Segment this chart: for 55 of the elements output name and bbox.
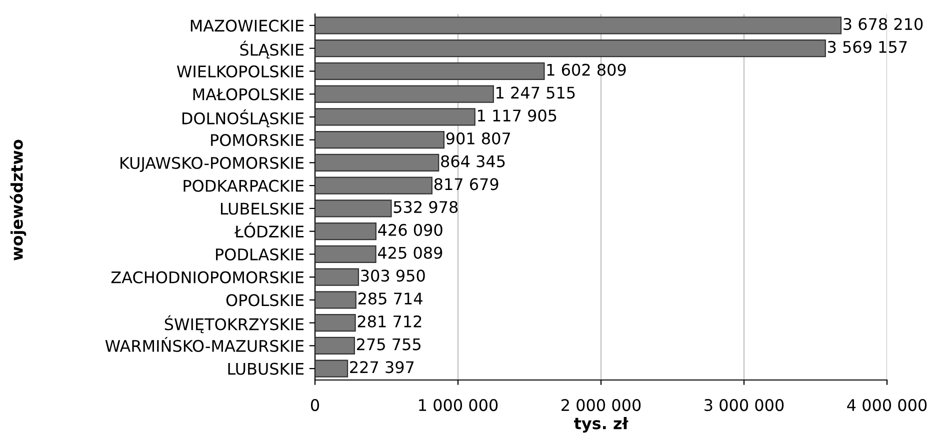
bar [315, 131, 445, 149]
data-label: 1 602 809 [547, 64, 626, 76]
bar [315, 222, 376, 240]
data-label: 3 569 157 [828, 40, 907, 53]
data-label: 426 090 [378, 224, 442, 236]
y-tick-label: ŚLĄSKIE [240, 40, 304, 59]
y-axis-title: województwo [10, 140, 26, 260]
y-tick-label: MAZOWIECKIE [190, 20, 304, 32]
data-label: 1 117 905 [478, 109, 556, 122]
bar [315, 16, 842, 34]
y-tick-label: MAŁOPOLSKIE [193, 88, 304, 100]
bar [315, 291, 356, 309]
bar [315, 176, 432, 194]
y-tick-label: OPOLSKIE [226, 294, 304, 306]
data-label: 285 714 [358, 292, 422, 305]
bar [315, 154, 440, 172]
x-axis-title: tys. zł [574, 416, 629, 433]
y-tick-label: ŁÓDZKIE [234, 222, 304, 238]
bar [315, 314, 356, 332]
data-label: 275 755 [356, 338, 420, 350]
bar [315, 108, 476, 126]
y-tick-label: WARMIŃSKO-MAZURSKIE [105, 336, 304, 352]
y-tick-label: KUJAWSKO-POMORSKIE [120, 156, 304, 172]
bar [315, 200, 392, 218]
data-label: 425 089 [378, 246, 442, 259]
x-tick-label: 2 000 000 [562, 399, 641, 412]
x-tick-label: 3 000 000 [704, 399, 784, 412]
data-label: 3 678 210 [844, 18, 923, 30]
y-tick-label: DOLNOŚLĄSKIE [182, 109, 304, 128]
y-tick-label: ŚWIĘTOKRZYSKIE [164, 315, 304, 334]
y-tick-label: WIELKOPOLSKIE [176, 65, 304, 78]
y-tick-label: POMORSKIE [211, 134, 304, 146]
bar [315, 40, 826, 58]
data-label: 817 679 [434, 178, 498, 190]
data-label: 303 950 [361, 270, 425, 282]
x-tick-label: 1 000 000 [419, 399, 498, 412]
data-label: 532 978 [394, 200, 458, 214]
y-tick-label: PODLASKIE [216, 248, 304, 260]
x-tick-label: 0 [310, 399, 320, 412]
data-label: 281 712 [358, 315, 422, 328]
y-tick-label: LUBELSKIE [220, 202, 304, 215]
y-tick-label: ZACHODNIOPOMORSKIE [111, 271, 304, 284]
y-tick-label: LUBUSKIE [228, 362, 304, 375]
data-label: 1 247 515 [496, 86, 575, 99]
bar [315, 245, 376, 263]
data-label: 227 397 [350, 361, 414, 374]
bar [315, 62, 545, 80]
bar [315, 85, 494, 103]
bar [315, 360, 348, 378]
bar [315, 336, 355, 354]
x-tick-label: 4 000 000 [847, 399, 927, 412]
data-label: 864 345 [441, 155, 505, 168]
y-tick-label: PODKARPACKIE [184, 180, 304, 192]
bar [315, 268, 360, 286]
data-label: 901 807 [446, 132, 510, 144]
